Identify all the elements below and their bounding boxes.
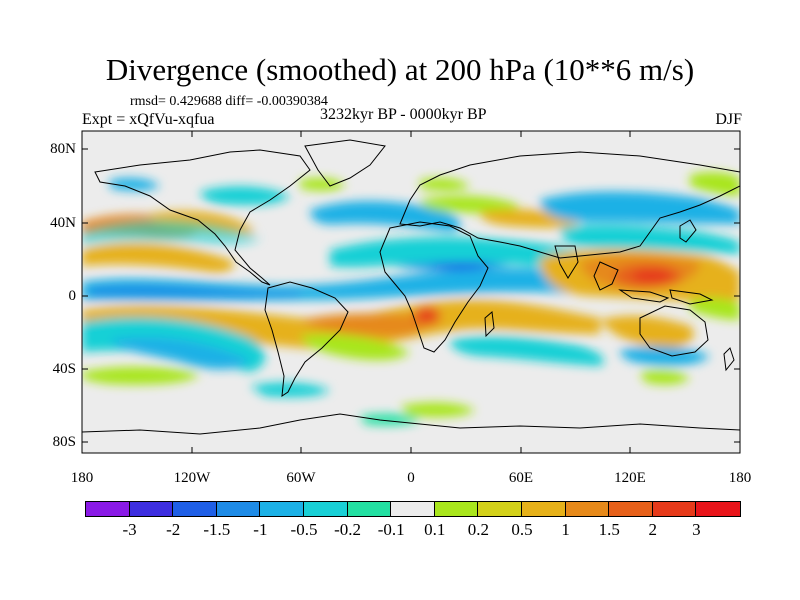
colorbar-label: -0.5 — [290, 520, 318, 539]
colorbar-swatch — [608, 501, 655, 517]
colorbar-swatch — [564, 501, 611, 517]
colorbar-label: 1.5 — [598, 520, 620, 539]
x-tick-label: 0 — [407, 470, 415, 486]
colorbar-swatch — [302, 501, 350, 517]
x-tick-label: 120E — [614, 470, 646, 486]
y-tick-label: 0 — [68, 288, 77, 304]
colorbar-label: -0.1 — [377, 520, 405, 539]
colorbar-label: 1 — [561, 520, 570, 539]
y-tick-label: 40N — [50, 215, 76, 231]
colorbar-label: -2 — [166, 520, 181, 539]
colorbar-swatch — [477, 501, 524, 517]
colorbar-label: -1.5 — [203, 520, 231, 539]
x-tick-label: 60E — [508, 470, 534, 486]
colorbar-swatch — [346, 501, 393, 517]
colorbar-swatch — [84, 501, 132, 517]
x-axis-ticks — [81, 131, 741, 453]
experiment-label: Expt = xQfVu-xqfua — [82, 111, 215, 128]
colorbar-swatch — [520, 501, 568, 517]
y-tick-label: 80N — [50, 141, 76, 157]
colorbar-label: -0.2 — [334, 520, 362, 539]
coastlines — [82, 139, 740, 435]
divergence-field — [82, 172, 740, 426]
colorbar-label: 0.5 — [511, 520, 533, 539]
x-tick-label: 180 — [728, 470, 752, 486]
x-tick-label: 60W — [286, 470, 316, 486]
x-tick-label: 120W — [173, 470, 211, 486]
colorbar-swatch — [215, 501, 262, 517]
colorbar-label: 0.2 — [467, 520, 490, 539]
colorbar-label: 3 — [692, 520, 701, 539]
colorbar-swatch — [695, 501, 742, 517]
x-tick-label: 180 — [70, 470, 94, 486]
rmsd-stats: rmsd= 0.429688 diff= -0.00390384 — [130, 94, 328, 109]
map-title: Divergence (smoothed) at 200 hPa (10**6 … — [105, 52, 695, 87]
colorbar-label: 0.1 — [424, 520, 446, 539]
period-label: 3232kyr BP - 0000kyr BP — [320, 106, 487, 123]
colorbar-swatch — [128, 501, 175, 517]
y-axis-ticks — [82, 148, 740, 443]
colorbar-label: -3 — [122, 520, 137, 539]
y-tick-label: 80S — [52, 434, 76, 450]
colorbar-swatch — [651, 501, 698, 517]
colorbar-swatch — [390, 501, 437, 517]
colorbar-swatch — [433, 501, 480, 517]
colorbar-swatch — [259, 501, 306, 517]
colorbar-label: 2 — [648, 520, 658, 539]
colorbar-label: -1 — [253, 520, 268, 539]
season-label: DJF — [715, 111, 742, 128]
colorbar-swatch — [172, 501, 219, 517]
y-tick-label: 40S — [52, 361, 76, 377]
